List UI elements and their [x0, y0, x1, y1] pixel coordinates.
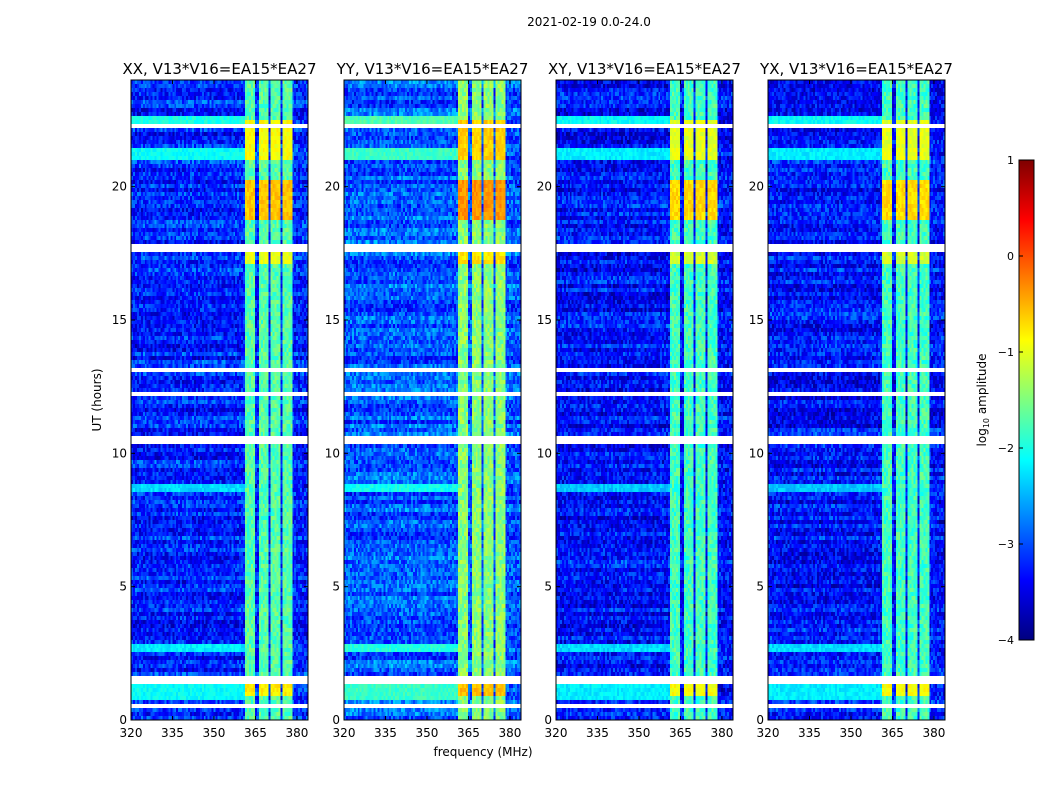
- y-tick-label: 0: [332, 713, 340, 727]
- x-tick-label: 320: [333, 726, 356, 740]
- y-tick-label: 0: [544, 713, 552, 727]
- y-tick-label: 10: [112, 446, 127, 460]
- heatmap-image: [556, 80, 733, 720]
- colorbar-tick-label: −3: [998, 538, 1014, 551]
- y-tick-label: 5: [756, 580, 764, 594]
- x-tick-label: 335: [161, 726, 184, 740]
- y-tick-label: 20: [112, 180, 127, 194]
- y-tick-label: 0: [119, 713, 127, 727]
- figure-title: 2021-02-19 0.0-24.0: [527, 15, 651, 29]
- panel-frame: [555, 79, 734, 721]
- colorbar: 1 0 −1 −2 −3 −4 log10 amplitude: [975, 154, 1035, 647]
- y-tick-label: 20: [325, 180, 340, 194]
- heatmap-image: [768, 80, 945, 720]
- x-tick-label: 320: [757, 726, 780, 740]
- x-axis-label: frequency (MHz): [433, 745, 532, 759]
- x-tick-label: 320: [120, 726, 143, 740]
- panel-frame: [343, 79, 522, 721]
- x-tick-label: 380: [285, 726, 308, 740]
- colorbar-tick-label: −2: [998, 442, 1014, 455]
- panels: XX, V13*V16=EA15*EA27 320 335 350 365 380 0 5 10…: [112, 60, 953, 740]
- colorbar-gradient: [1018, 159, 1035, 641]
- panel-title: YX, V13*V16=EA15*EA27: [759, 60, 953, 78]
- x-tick-label: 365: [881, 726, 904, 740]
- panel-title: XY, V13*V16=EA15*EA27: [548, 60, 741, 78]
- x-tick-label: 380: [922, 726, 945, 740]
- y-tick-label: 10: [537, 446, 552, 460]
- y-tick-label: 15: [112, 313, 127, 327]
- y-tick-label: 5: [119, 580, 127, 594]
- y-tick-label: 20: [537, 180, 552, 194]
- x-tick-label: 365: [669, 726, 692, 740]
- x-tick-label: 320: [545, 726, 568, 740]
- x-tick-label: 380: [710, 726, 733, 740]
- x-tick-label: 365: [457, 726, 480, 740]
- panel-title: YY, V13*V16=EA15*EA27: [336, 60, 529, 78]
- y-tick-label: 5: [544, 580, 552, 594]
- colorbar-label: log10 amplitude: [975, 354, 991, 447]
- x-tick-label: 335: [798, 726, 821, 740]
- panel-yx: YX, V13*V16=EA15*EA27 320 335 350 365 380 0 5 10…: [749, 60, 953, 740]
- panel-xy: XY, V13*V16=EA15*EA27 320 335 350 365 380 0 5 10…: [537, 60, 741, 740]
- panel-xx: XX, V13*V16=EA15*EA27 320 335 350 365 380 0 5 10…: [112, 60, 317, 740]
- y-tick-label: 0: [756, 713, 764, 727]
- colorbar-tick-label: −1: [998, 346, 1014, 359]
- y-tick-label: 15: [325, 313, 340, 327]
- y-tick-label: 15: [537, 313, 552, 327]
- colorbar-tick-label: −4: [998, 634, 1014, 647]
- colorbar-tick-label: 0: [1007, 250, 1014, 263]
- y-tick-label: 10: [749, 446, 764, 460]
- y-tick-label: 20: [749, 180, 764, 194]
- x-tick-label: 335: [586, 726, 609, 740]
- y-tick-label: 5: [332, 580, 340, 594]
- y-tick-label: 15: [749, 313, 764, 327]
- colorbar-tick-label: 1: [1007, 154, 1014, 167]
- panel-frame: [130, 79, 309, 721]
- x-tick-label: 350: [840, 726, 863, 740]
- heatmap-image: [131, 80, 308, 720]
- x-tick-label: 335: [374, 726, 397, 740]
- x-tick-label: 350: [628, 726, 651, 740]
- panel-yy: YY, V13*V16=EA15*EA27 320 335 350 365 380 0 5 10…: [325, 60, 529, 740]
- x-tick-label: 380: [498, 726, 521, 740]
- x-tick-label: 350: [416, 726, 439, 740]
- y-tick-label: 10: [325, 446, 340, 460]
- x-tick-label: 350: [203, 726, 226, 740]
- x-tick-label: 365: [244, 726, 267, 740]
- panel-frame: [767, 79, 946, 721]
- panel-title: XX, V13*V16=EA15*EA27: [122, 60, 316, 78]
- heatmap-image: [344, 80, 521, 720]
- y-axis-label: UT (hours): [90, 368, 104, 431]
